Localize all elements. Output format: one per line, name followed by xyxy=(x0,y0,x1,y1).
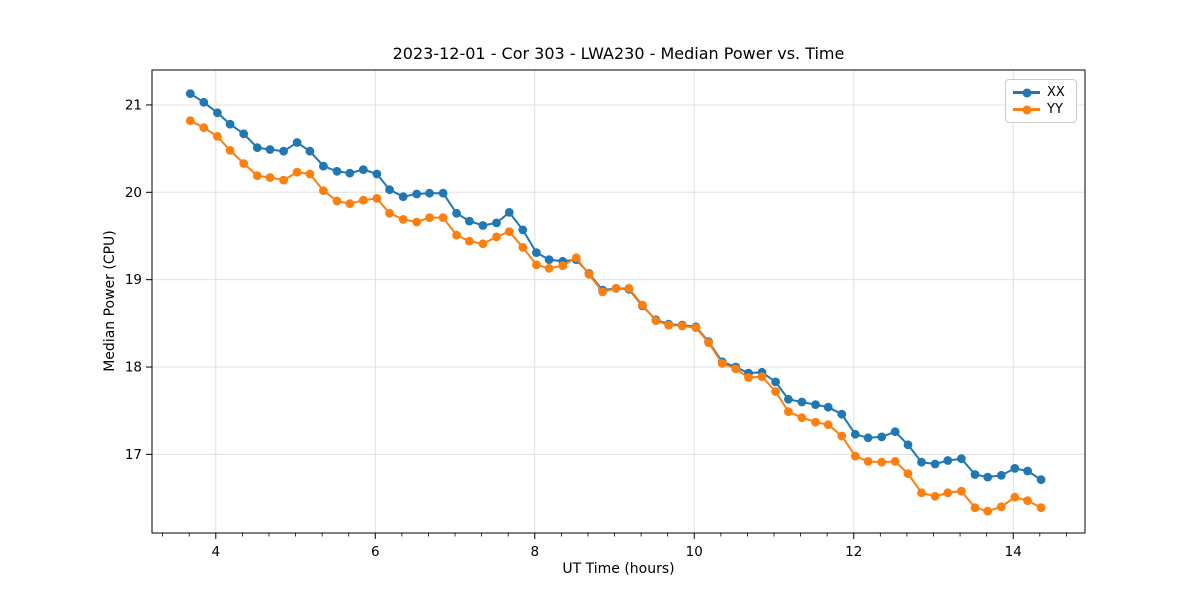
legend-label-yy: YY xyxy=(1047,102,1063,117)
svg-text:17: 17 xyxy=(125,447,142,463)
svg-text:19: 19 xyxy=(125,272,142,288)
legend-label-xx: XX xyxy=(1047,85,1065,100)
chart-title: 2023-12-01 - Cor 303 - LWA230 - Median P… xyxy=(392,44,845,63)
svg-text:6: 6 xyxy=(371,544,380,560)
svg-text:10: 10 xyxy=(686,544,703,560)
legend-item-yy: YY xyxy=(1013,103,1069,116)
y-axis-label: Median Power (CPU) xyxy=(102,230,118,372)
legend-marker-icon xyxy=(1022,105,1031,114)
svg-text:21: 21 xyxy=(125,97,142,113)
svg-text:4: 4 xyxy=(211,544,220,560)
legend-line-sample-yy xyxy=(1013,105,1040,114)
x-axis-label: UT Time (hours) xyxy=(562,561,675,577)
svg-text:20: 20 xyxy=(125,185,142,201)
legend: XX YY xyxy=(1005,79,1077,123)
legend-line-sample-xx xyxy=(1013,88,1040,97)
legend-item-xx: XX xyxy=(1013,86,1069,99)
svg-text:18: 18 xyxy=(125,360,142,376)
svg-text:8: 8 xyxy=(530,544,539,560)
svg-text:12: 12 xyxy=(845,544,862,560)
legend-marker-icon xyxy=(1022,88,1031,97)
svg-text:14: 14 xyxy=(1005,544,1022,560)
